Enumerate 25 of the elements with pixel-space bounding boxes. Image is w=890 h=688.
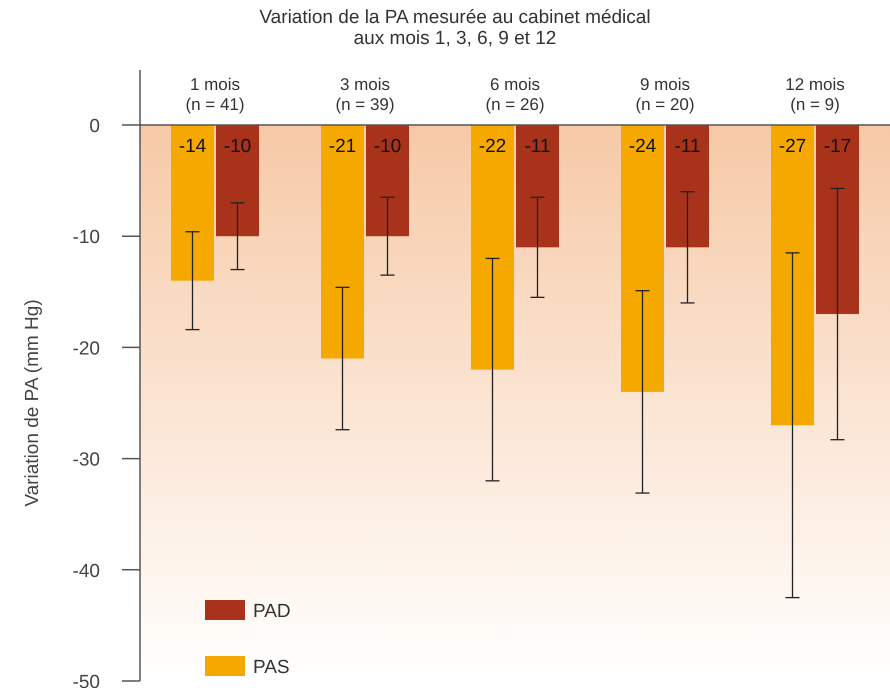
x-tick-label: 12 mois (n = 9)	[785, 75, 845, 114]
y-axis-title: Variation de PA (mm Hg)	[22, 299, 43, 507]
legend-label: PAS	[253, 657, 290, 678]
data-label: -24	[628, 136, 657, 157]
x-tick-label: 1 mois (n = 41)	[185, 75, 245, 114]
data-label: -10	[374, 136, 402, 157]
data-label: -17	[824, 136, 852, 157]
x-tick-label: 9 mois (n = 20)	[635, 75, 695, 114]
data-label: -14	[178, 136, 207, 157]
y-tick-label: -10	[72, 227, 100, 248]
y-tick-label: 0	[89, 116, 100, 137]
data-label: -22	[478, 136, 506, 157]
data-label: -21	[328, 136, 356, 157]
y-tick-label: -20	[72, 338, 100, 360]
x-tick-label: 6 mois (n = 26)	[485, 75, 545, 114]
y-tick-label: -40	[72, 560, 100, 582]
data-label: -11	[674, 136, 701, 157]
data-label: -10	[224, 136, 252, 157]
y-tick-label: -30	[72, 450, 100, 471]
data-label: -27	[778, 136, 806, 157]
x-tick-label: 3 mois (n = 39)	[335, 75, 395, 114]
data-label: -11	[524, 136, 551, 157]
legend-label: PAD	[253, 601, 291, 622]
y-tick-label: -50	[72, 672, 100, 688]
chart-title: Variation de la PA mesurée au cabinet médical aux mois 1, 3, 6, 9 et 12	[259, 7, 651, 49]
